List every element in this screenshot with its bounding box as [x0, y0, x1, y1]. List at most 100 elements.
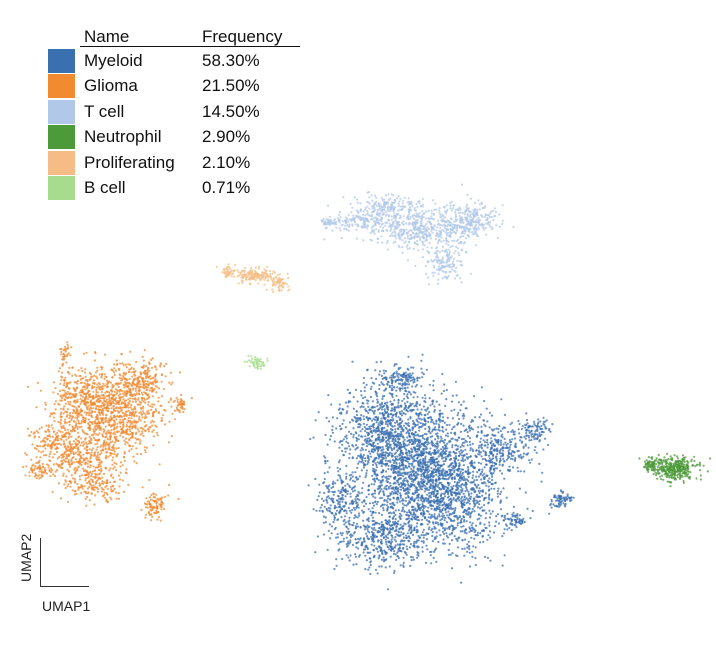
- cell-point: [443, 383, 446, 386]
- cell-point: [100, 404, 103, 407]
- cell-point: [404, 477, 407, 480]
- cell-point: [190, 396, 193, 400]
- cell-point: [84, 375, 87, 378]
- cell-point: [375, 196, 378, 199]
- cell-point: [466, 444, 469, 447]
- cell-point: [75, 408, 78, 411]
- cell-point: [254, 270, 257, 273]
- cell-point: [94, 454, 97, 457]
- cell-point: [38, 435, 41, 439]
- cell-point: [101, 366, 104, 369]
- cell-point: [101, 416, 104, 419]
- cell-point: [60, 399, 64, 402]
- cell-point: [447, 248, 450, 251]
- cell-point: [393, 424, 396, 428]
- cell-point: [46, 444, 50, 447]
- cluster-b-cell: [243, 354, 269, 370]
- cell-point: [79, 378, 82, 381]
- cell-point: [435, 229, 438, 232]
- cell-point: [25, 465, 28, 468]
- cell-point: [145, 497, 148, 500]
- cell-point: [60, 350, 63, 354]
- cell-point: [167, 441, 171, 444]
- cell-point: [389, 210, 392, 213]
- cell-point: [113, 398, 116, 401]
- cell-point: [142, 412, 145, 415]
- cell-point: [53, 412, 56, 415]
- cell-point: [249, 274, 253, 277]
- cell-point: [42, 465, 45, 468]
- cell-point: [241, 281, 244, 284]
- cell-point: [28, 471, 31, 474]
- cell-point: [407, 515, 410, 518]
- cell-point: [110, 424, 114, 427]
- cell-point: [399, 496, 402, 499]
- cell-point: [67, 420, 71, 424]
- cell-point: [392, 241, 395, 244]
- cell-point: [38, 427, 41, 430]
- cell-point: [113, 390, 116, 393]
- cell-point: [271, 279, 274, 282]
- cell-point: [371, 207, 374, 210]
- cell-point: [88, 421, 91, 424]
- cell-point: [403, 237, 406, 240]
- cell-point: [143, 446, 146, 449]
- cluster-t-cell: [320, 183, 515, 286]
- cell-point: [121, 429, 124, 432]
- cell-point: [494, 210, 498, 213]
- cell-point: [246, 360, 249, 363]
- cell-point: [117, 407, 120, 410]
- cell-point: [438, 409, 442, 412]
- cell-point: [287, 276, 290, 280]
- cell-point: [92, 436, 96, 439]
- cell-point: [144, 365, 148, 368]
- cell-point: [376, 473, 379, 476]
- cell-point: [331, 431, 335, 434]
- cell-point: [476, 208, 479, 211]
- cell-point: [414, 491, 417, 494]
- cell-point: [420, 534, 423, 537]
- cell-point: [128, 377, 131, 381]
- cell-point: [391, 459, 394, 462]
- cell-point: [339, 216, 342, 219]
- cell-point: [381, 198, 384, 201]
- cell-point: [117, 411, 120, 414]
- cell-point: [78, 405, 81, 409]
- cell-point: [392, 210, 395, 213]
- cell-point: [437, 272, 440, 275]
- cell-point: [62, 424, 65, 427]
- cell-point: [171, 412, 174, 415]
- cell-point: [398, 208, 402, 211]
- cell-point: [455, 245, 458, 248]
- cell-point: [98, 463, 101, 466]
- cell-point: [90, 411, 93, 414]
- cell-point: [383, 487, 386, 490]
- cell-point: [288, 288, 291, 291]
- cell-point: [111, 386, 114, 389]
- cell-point: [85, 406, 88, 409]
- cell-point: [95, 395, 99, 398]
- cell-point: [130, 384, 133, 387]
- cell-point: [112, 476, 115, 479]
- cell-point: [273, 283, 276, 286]
- cell-point: [244, 275, 247, 278]
- cell-point: [170, 435, 173, 438]
- cell-point: [453, 425, 456, 428]
- cell-point: [445, 388, 448, 392]
- cell-point: [148, 513, 151, 516]
- cell-point: [88, 439, 91, 442]
- cell-point: [478, 503, 481, 506]
- cell-point: [93, 359, 96, 362]
- cell-point: [60, 418, 63, 422]
- cell-point: [63, 393, 66, 396]
- cell-point: [73, 381, 76, 384]
- cell-point: [491, 475, 494, 478]
- cell-point: [69, 452, 73, 455]
- cell-point: [62, 440, 65, 443]
- cell-point: [464, 225, 467, 228]
- cell-point: [376, 210, 379, 214]
- cell-point: [402, 215, 405, 218]
- cell-point: [33, 436, 36, 439]
- cell-point: [84, 437, 87, 440]
